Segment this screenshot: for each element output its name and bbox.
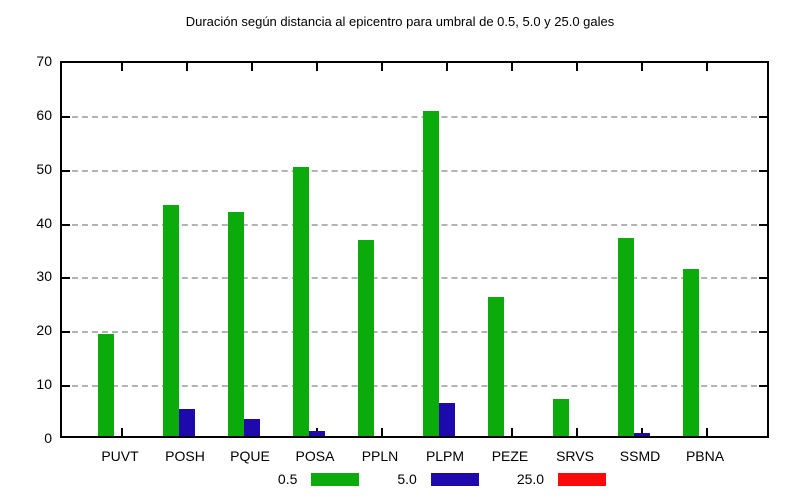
bar-5_0-PQUE [244, 419, 260, 436]
y-tick-mark [759, 331, 767, 334]
bar-5_0-POSH [179, 409, 195, 436]
y-tick-mark [62, 385, 70, 388]
y-tick-mark [62, 169, 70, 172]
bar-0_5-POSH [163, 205, 179, 436]
legend-entry: 5.0 [397, 471, 479, 487]
bar-0_5-SRVS [553, 399, 569, 436]
bar-0_5-PEZE [488, 297, 504, 436]
bar-0_5-PBNA [683, 269, 699, 436]
x-axis-tick-label: POSA [295, 448, 335, 464]
x-tick-mark [251, 63, 253, 71]
x-tick-mark [706, 428, 708, 436]
x-axis-tick-label: PEZE [491, 448, 529, 464]
x-tick-mark [186, 63, 188, 71]
x-tick-mark [511, 428, 513, 436]
legend-swatch [558, 472, 607, 486]
y-tick-mark [759, 169, 767, 172]
y-axis-tick-label: 70 [36, 53, 52, 69]
x-tick-mark [511, 63, 513, 71]
bar-0_5-POSA [293, 167, 309, 436]
legend-entry: 0.5 [277, 471, 360, 487]
y-tick-mark [759, 277, 767, 280]
y-axis-tick-label: 0 [44, 430, 52, 446]
x-tick-mark [576, 63, 578, 71]
y-tick-mark [759, 223, 767, 226]
y-gridline [62, 169, 767, 172]
x-tick-mark [576, 428, 578, 436]
legend-label: 0.5 [277, 471, 298, 487]
x-tick-mark [381, 428, 383, 436]
y-axis-tick-label: 10 [36, 376, 52, 393]
x-axis-tick-label: PPLN [361, 448, 399, 464]
legend-entry: 25.0 [516, 471, 607, 487]
bar-0_5-PQUE [228, 212, 244, 436]
y-axis-tick-label: 40 [36, 214, 52, 231]
y-tick-mark [62, 331, 70, 334]
legend-swatch [430, 472, 479, 486]
y-gridline [62, 115, 767, 118]
y-axis-tick-label: 20 [36, 322, 52, 339]
x-axis-tick-label: PLPM [425, 448, 465, 464]
x-tick-mark [446, 63, 448, 71]
x-axis-tick-label: PUVT [101, 448, 139, 464]
y-gridline [62, 223, 767, 226]
y-tick-mark [759, 385, 767, 388]
y-tick-mark [62, 115, 70, 118]
y-gridline [62, 331, 767, 334]
legend-swatch [311, 472, 360, 486]
y-tick-mark [62, 277, 70, 280]
x-axis-tick-label: SRVS [556, 448, 594, 464]
x-tick-mark [641, 428, 643, 436]
plot-area [60, 61, 769, 438]
chart-title: Duración según distancia al epicentro pa… [185, 14, 615, 29]
x-axis-tick-label: POSH [165, 448, 205, 464]
legend-label: 5.0 [397, 471, 417, 487]
y-axis-tick-label: 30 [36, 268, 52, 285]
x-tick-mark [121, 428, 123, 436]
bar-5_0-SSMD [634, 433, 650, 436]
legend: 0.5 5.0 25.0 [0, 471, 800, 487]
bar-0_5-SSMD [618, 238, 634, 436]
bar-0_5-PPLN [358, 240, 374, 436]
y-gridline [62, 385, 767, 388]
x-tick-mark [641, 63, 643, 71]
y-axis-tick-label: 50 [36, 160, 52, 177]
x-axis-tick-label: PBNA [685, 448, 725, 464]
x-tick-mark [381, 63, 383, 71]
y-gridline [62, 277, 767, 280]
y-tick-mark [759, 115, 767, 118]
y-axis-tick-label: 60 [36, 106, 52, 123]
bar-0_5-PUVT [98, 334, 114, 436]
x-tick-mark [121, 63, 123, 71]
y-tick-mark [62, 223, 70, 226]
x-axis-tick-label: PQUE [230, 448, 270, 464]
bar-0_5-PLPM [423, 111, 439, 436]
legend-label: 25.0 [516, 471, 545, 487]
x-tick-mark [706, 63, 708, 71]
x-tick-mark [316, 63, 318, 71]
bar-5_0-POSA [309, 431, 325, 436]
x-axis-tick-label: SSMD [619, 448, 661, 464]
bar-5_0-PLPM [439, 403, 455, 436]
